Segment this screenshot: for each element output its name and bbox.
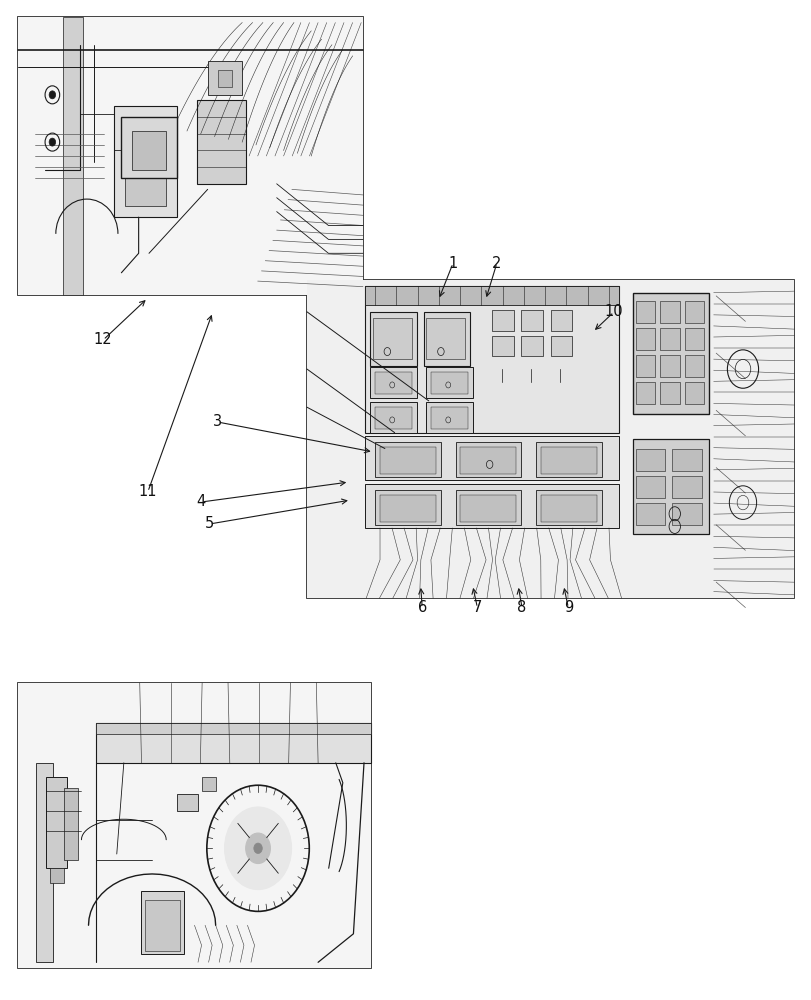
Bar [370,312,416,366]
Bar [550,310,572,331]
Bar [672,503,701,525]
Bar [201,777,216,791]
Bar [635,301,654,323]
Bar [307,280,793,598]
Bar [491,310,513,331]
Bar [535,490,601,525]
Bar [208,61,242,95]
Bar [380,447,436,474]
Bar [131,131,166,170]
Bar [375,442,440,477]
Bar [375,372,411,394]
Bar [125,156,166,206]
Bar [96,723,371,734]
Bar [18,683,371,968]
Bar [64,788,78,860]
Bar [145,900,180,951]
Text: 10: 10 [604,304,622,320]
Bar [431,372,467,394]
Bar [197,100,245,184]
Bar [635,503,664,525]
Bar [114,106,177,217]
Bar [380,495,436,522]
Text: 2: 2 [491,255,501,270]
Bar [491,336,513,356]
Bar [365,286,618,433]
Text: 9: 9 [563,600,573,615]
Bar [659,355,679,377]
Bar [455,490,521,525]
Bar [633,293,708,414]
Bar [535,442,601,477]
Bar [540,495,596,522]
Bar [18,17,363,295]
Bar [659,382,679,404]
Bar [307,280,793,598]
Bar [49,868,64,882]
Bar [460,447,516,474]
Bar [521,310,543,331]
Bar [521,336,543,356]
Bar [684,355,703,377]
Bar [684,328,703,350]
Bar [431,407,467,429]
Bar [18,17,363,295]
Bar [635,476,664,498]
Text: 5: 5 [204,516,214,532]
Text: 3: 3 [212,414,222,430]
Bar [18,683,371,968]
Bar [141,891,183,954]
Circle shape [49,138,55,146]
Bar [46,777,67,868]
Circle shape [224,807,291,890]
Bar [370,367,416,398]
Bar [635,382,654,404]
Bar [372,318,411,359]
Bar [672,476,701,498]
Bar [426,402,472,433]
Bar [455,442,521,477]
Bar [36,763,54,962]
Bar [217,70,232,87]
Bar [635,355,654,377]
Bar [684,382,703,404]
Bar [375,407,411,429]
Bar [423,312,470,366]
Bar [177,794,198,811]
Bar [375,490,440,525]
Bar [426,318,465,359]
Bar [122,117,177,178]
Bar [365,286,618,305]
Bar [540,447,596,474]
Circle shape [246,833,270,864]
Bar [684,301,703,323]
Text: 6: 6 [417,600,427,615]
Bar [635,449,664,471]
Text: 4: 4 [196,494,206,510]
Circle shape [49,91,55,99]
Bar [659,328,679,350]
Bar [659,301,679,323]
Text: 1: 1 [448,255,457,270]
Bar [672,449,701,471]
Bar [460,495,516,522]
Text: 7: 7 [472,600,482,615]
Bar [635,328,654,350]
Bar [365,436,618,480]
Bar [96,723,371,763]
Text: 11: 11 [139,485,157,499]
Bar [62,17,84,295]
Circle shape [254,843,262,854]
Bar [550,336,572,356]
Bar [370,402,416,433]
Bar [365,484,618,528]
Bar [633,439,708,534]
Text: 12: 12 [94,332,112,348]
Bar [426,367,472,398]
Text: 8: 8 [517,600,526,615]
